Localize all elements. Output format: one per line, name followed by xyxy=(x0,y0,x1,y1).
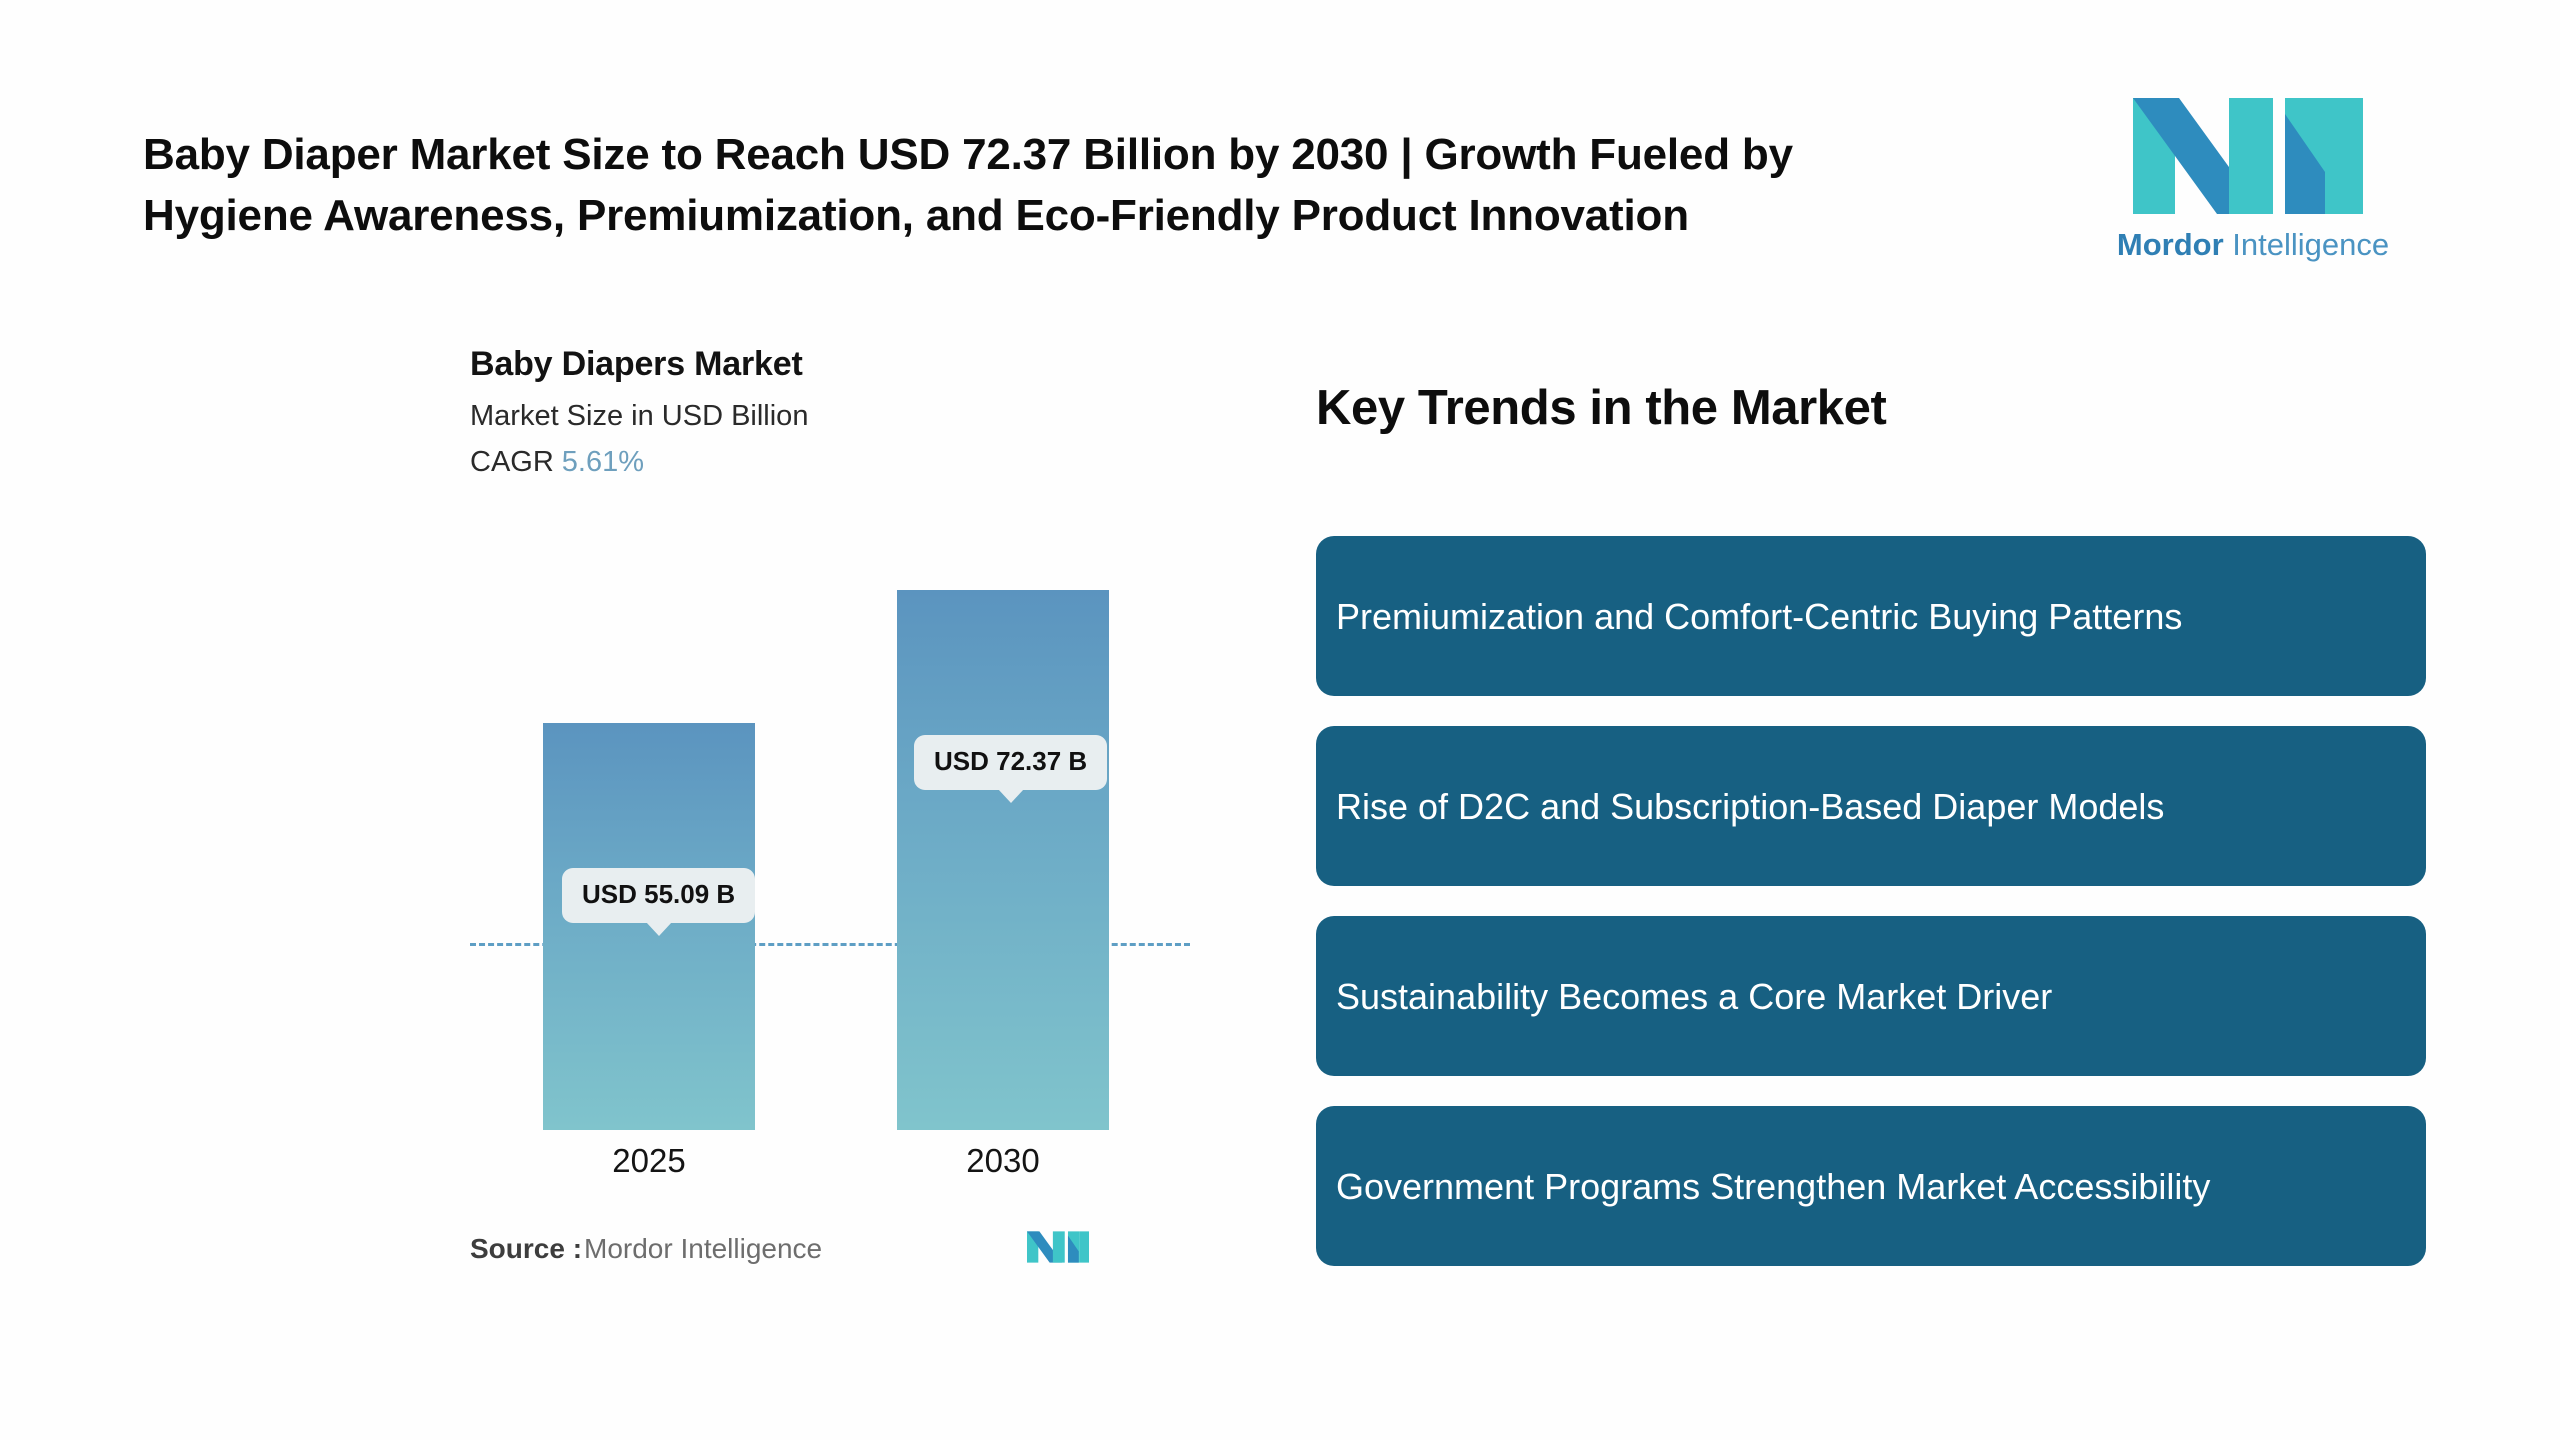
trend-card-label: Rise of D2C and Subscription-Based Diape… xyxy=(1336,785,2165,827)
source-label: Source : xyxy=(470,1233,583,1264)
brand-wordmark: Mordor Intelligence xyxy=(2108,227,2398,263)
bar-value-label-2030: USD 72.37 B xyxy=(914,735,1108,803)
key-trends-panel: Key Trends in the Market Premiumization … xyxy=(1316,380,2426,1266)
chart-subtitle: Market Size in USD Billion xyxy=(470,400,809,432)
reference-dashed-line xyxy=(470,943,1190,946)
x-axis-tick-2025: 2025 xyxy=(612,1142,686,1179)
trend-card[interactable]: Premiumization and Comfort-Centric Buyin… xyxy=(1316,536,2426,696)
trend-card[interactable]: Sustainability Becomes a Core Market Dri… xyxy=(1316,916,2426,1076)
bar-chart-plot-area: USD 55.09 B USD 72.37 B 2025 2030 xyxy=(470,530,1290,1179)
bar-value-label-2025: USD 55.09 B xyxy=(562,868,756,936)
trend-card-label: Sustainability Becomes a Core Market Dri… xyxy=(1336,975,2053,1017)
chart-cagr: CAGR 5.61% xyxy=(470,446,1290,479)
chart-title: Baby Diapers Market xyxy=(470,345,803,383)
trend-card-label: Premiumization and Comfort-Centric Buyin… xyxy=(1336,595,2183,637)
page-title: Baby Diaper Market Size to Reach USD 72.… xyxy=(143,130,1793,240)
source-value: Mordor Intelligence xyxy=(584,1233,823,1264)
source-row: Source : Mordor Intelligence xyxy=(470,1227,1210,1287)
chart-cagr-label: CAGR xyxy=(470,446,554,478)
trend-card[interactable]: Rise of D2C and Subscription-Based Diape… xyxy=(1316,726,2426,886)
x-axis-tick-2030: 2030 xyxy=(966,1142,1040,1179)
mordor-intelligence-m-logo-icon xyxy=(2133,98,2363,214)
trend-card[interactable]: Government Programs Strengthen Market Ac… xyxy=(1316,1106,2426,1266)
chart-panel: Baby Diapers Market Market Size in USD B… xyxy=(470,345,1290,1295)
brand-logo: Mordor Intelligence xyxy=(2108,90,2398,270)
bar-2030 xyxy=(897,590,1109,1130)
chart-cagr-value: 5.61% xyxy=(561,446,645,478)
key-trends-heading: Key Trends in the Market xyxy=(1316,381,1887,435)
brand-name-bold: Mordor xyxy=(2116,227,2224,262)
trend-card-label: Government Programs Strengthen Market Ac… xyxy=(1336,1165,2211,1207)
brand-name-light: Intelligence xyxy=(2232,227,2390,262)
mordor-intelligence-m-logo-icon-small xyxy=(1027,1231,1089,1263)
key-trends-list: Premiumization and Comfort-Centric Buyin… xyxy=(1316,536,2426,1296)
